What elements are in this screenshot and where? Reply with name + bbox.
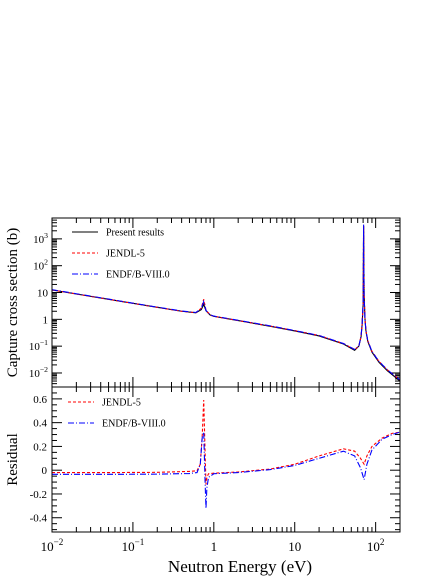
y-tick-label-exp: −1 bbox=[40, 338, 48, 347]
y-tick-label: 0.6 bbox=[33, 394, 47, 406]
x-tick-label: 1 bbox=[211, 539, 218, 554]
x-tick-label: 10−2 bbox=[41, 537, 64, 554]
y-axis-title-bottom: Residual bbox=[5, 433, 21, 486]
legend-entry: JENDL-5 bbox=[106, 249, 145, 260]
legend-entry: JENDL-5 bbox=[102, 398, 141, 409]
y-tick-label: -0.2 bbox=[30, 489, 47, 501]
y-tick-label: 102 bbox=[33, 258, 48, 273]
x-tick-label-exp: −2 bbox=[54, 537, 64, 547]
series-line-jendl-5 bbox=[52, 400, 400, 485]
legend-entry: ENDF/B-VIII.0 bbox=[106, 270, 170, 281]
y-tick-label-exp: 3 bbox=[44, 231, 48, 240]
y-tick-label-base: 10 bbox=[37, 288, 49, 300]
series-line-endf-b-viii-0 bbox=[52, 224, 400, 381]
legend-entry: ENDF/B-VIII.0 bbox=[102, 419, 166, 430]
x-tick-label-base: 10 bbox=[41, 539, 54, 554]
y-tick-label-base: 10 bbox=[33, 261, 45, 273]
x-tick-label: 102 bbox=[367, 537, 385, 554]
y-tick-label-base: 10 bbox=[29, 341, 41, 353]
y-tick-label: 0 bbox=[42, 465, 48, 477]
y-tick-label-base: 10 bbox=[29, 368, 41, 380]
y-tick-label: 103 bbox=[33, 231, 48, 246]
legend-entry: Present results bbox=[106, 228, 164, 239]
series-line-endf-b-viii-0 bbox=[52, 431, 400, 509]
y-tick-label: 0.4 bbox=[33, 418, 47, 430]
plot-frame-bottom bbox=[51, 386, 401, 533]
series-line-present-results bbox=[52, 226, 400, 382]
series-line-jendl-5 bbox=[52, 225, 400, 381]
x-tick-label-base: 10 bbox=[367, 539, 380, 554]
y-tick-label: 1 bbox=[43, 314, 49, 326]
y-tick-label-exp: −2 bbox=[40, 365, 48, 374]
x-axis-title: Neutron Energy (eV) bbox=[168, 557, 312, 576]
y-axis-title-top: Capture cross section (b) bbox=[5, 228, 21, 378]
x-tick-label: 10−1 bbox=[122, 537, 145, 554]
x-tick-label-exp: −1 bbox=[135, 537, 145, 547]
x-tick-label-exp: 2 bbox=[380, 537, 385, 547]
y-tick-label: 10−1 bbox=[29, 338, 48, 353]
x-tick-label-base: 10 bbox=[122, 539, 135, 554]
x-tick-label: 10 bbox=[288, 539, 301, 554]
x-tick-label-base: 1 bbox=[211, 539, 218, 554]
y-tick-label: -0.4 bbox=[30, 513, 48, 525]
x-tick-label-base: 10 bbox=[288, 539, 301, 554]
y-tick-label-base: 10 bbox=[33, 234, 45, 246]
y-tick-label-base: 1 bbox=[43, 314, 49, 326]
y-tick-label: 10 bbox=[37, 288, 49, 300]
bottom-panel: -0.4-0.200.20.40.610−2 10−1 1 10 102JENDL-5E… bbox=[5, 386, 401, 576]
plot-frame-top bbox=[51, 217, 401, 388]
y-tick-label: 0.2 bbox=[33, 441, 47, 453]
y-tick-label-exp: 2 bbox=[44, 258, 48, 267]
y-tick-label: 10−2 bbox=[29, 365, 48, 380]
